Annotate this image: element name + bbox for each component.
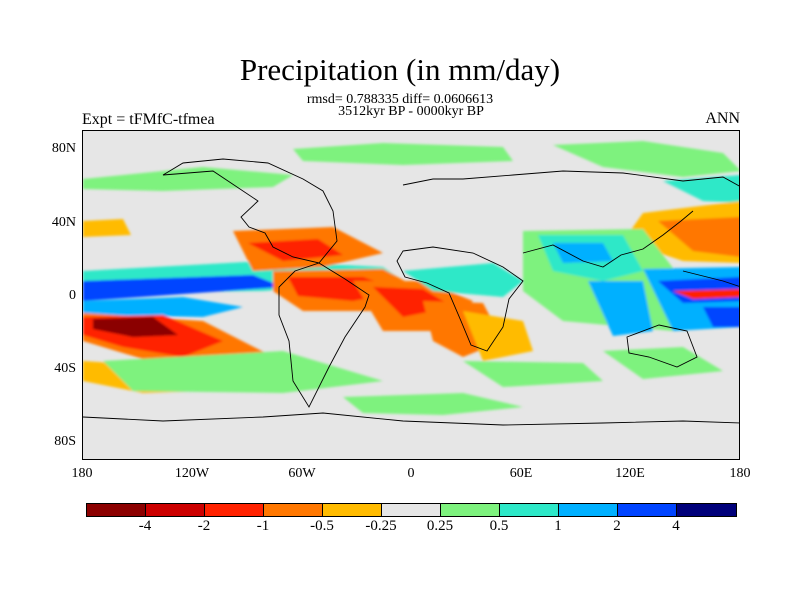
colorbar-label: 0.25	[426, 518, 454, 534]
plot-title: Precipitation (in mm/day)	[239, 52, 561, 87]
coastlines	[83, 158, 739, 426]
lat-tick: 0	[69, 288, 76, 303]
colorbar-swatch	[323, 504, 382, 516]
lon-tick: 60W	[288, 466, 316, 481]
lon-tick: 180	[71, 466, 93, 481]
colorbar-swatch	[382, 504, 441, 516]
colorbar-label: -0.25	[365, 518, 397, 534]
lat-tick: 40S	[54, 361, 76, 376]
colorbar-swatch	[500, 504, 559, 516]
colorbar-swatch	[146, 504, 205, 516]
colorbar-label: 4	[672, 518, 680, 534]
lon-tick: 60E	[509, 466, 533, 481]
colorbar-swatch	[677, 504, 736, 516]
precip-field	[83, 141, 739, 415]
colorbar-label: 0.5	[489, 518, 509, 534]
colorbar-swatch	[87, 504, 146, 516]
map-canvas	[83, 141, 739, 426]
lon-tick: 180	[729, 466, 751, 481]
lat-tick: 40N	[51, 215, 76, 230]
colorbar-swatch	[559, 504, 618, 516]
colorbar-swatch	[205, 504, 264, 516]
colorbar-label: -2	[197, 518, 211, 534]
lat-tick: 80N	[51, 141, 76, 156]
lon-tick: 120E	[615, 466, 645, 481]
period-subtitle: 3512kyr BP - 0000kyr BP	[338, 104, 484, 119]
colorbar-label: -0.5	[310, 518, 334, 534]
colorbar-swatch	[618, 504, 677, 516]
colorbar-label: -1	[256, 518, 270, 534]
colorbar	[86, 503, 737, 517]
colorbar-label: -4	[138, 518, 152, 534]
colorbar-label: 2	[613, 518, 621, 534]
colorbar-swatch	[441, 504, 500, 516]
lon-tick: 0	[407, 466, 415, 481]
season-label: ANN	[705, 110, 740, 127]
stats-subtitle: rmsd= 0.788335 diff= 0.0606613	[306, 92, 494, 107]
colorbar-label: 1	[554, 518, 562, 534]
lon-tick: 120W	[174, 466, 210, 481]
colorbar-swatch	[264, 504, 323, 516]
lat-tick: 80S	[54, 434, 76, 449]
experiment-label: Expt = tFMfC-tfmea	[82, 111, 215, 128]
precipitation-map	[82, 130, 740, 460]
